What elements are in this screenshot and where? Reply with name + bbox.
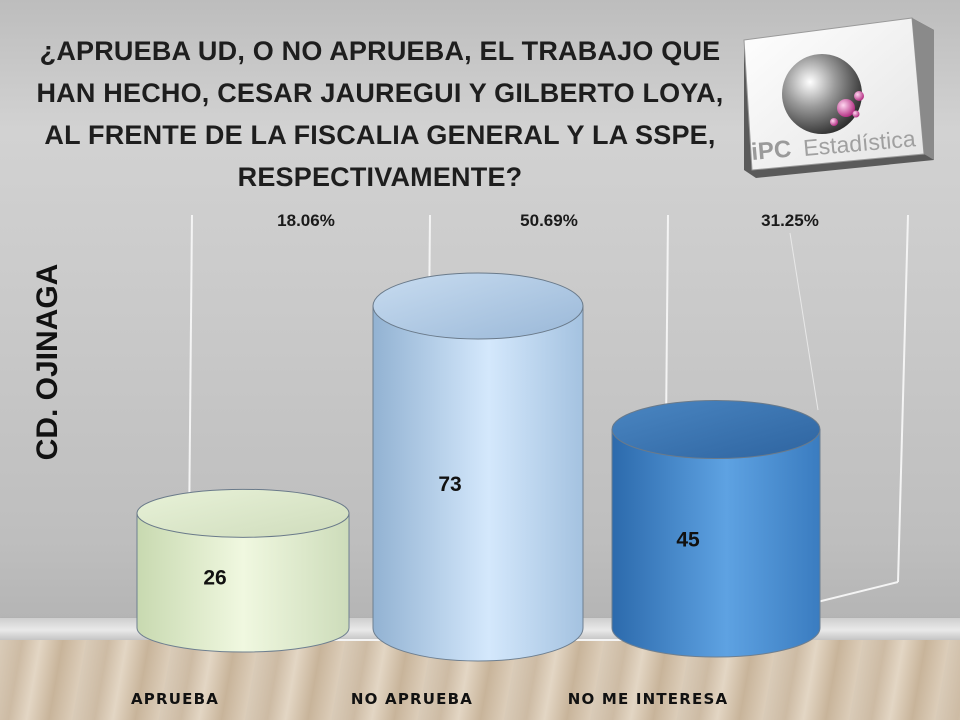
value-label-aprueba: 26 xyxy=(203,566,226,589)
bar-body xyxy=(136,512,350,653)
ipc-estadistica-logo: iPC Estadística xyxy=(738,10,938,180)
bar-top xyxy=(136,488,350,538)
value-label-no-aprueba: 73 xyxy=(438,473,461,496)
percent-label-no-aprueba: 50.69% xyxy=(520,211,578,230)
chart-bars xyxy=(136,272,821,662)
bar-top xyxy=(611,400,821,460)
category-label-no-me-interesa: NO ME INTERESA xyxy=(568,690,729,708)
value-label-no-me-interesa: 45 xyxy=(676,529,700,552)
percent-label-no-me-interesa: 31.25% xyxy=(761,211,819,230)
frame-divider-line xyxy=(897,214,909,583)
bar-body xyxy=(611,429,821,658)
bar-body xyxy=(372,305,584,662)
bar-no-me-interesa xyxy=(611,400,821,658)
bar-top xyxy=(372,272,584,340)
percent-label-aprueba: 18.06% xyxy=(277,211,335,230)
category-label-aprueba: APRUEBA xyxy=(131,690,219,708)
page-title: ¿APRUEBA UD, O NO APRUEBA, EL TRABAJO QU… xyxy=(36,36,724,192)
bar-aprueba xyxy=(136,488,350,653)
logo-graphic: iPC Estadística xyxy=(743,17,934,178)
category-label-no-aprueba: NO APRUEBA xyxy=(351,690,473,708)
chart-labels: 26 73 45 18.06% 50.69% 31.25% APRUEBA NO APRUEB… xyxy=(131,211,819,708)
logo-text-ipc: iPC xyxy=(750,136,792,166)
bar-no-aprueba xyxy=(372,272,584,662)
percent-leader-line xyxy=(789,232,819,411)
